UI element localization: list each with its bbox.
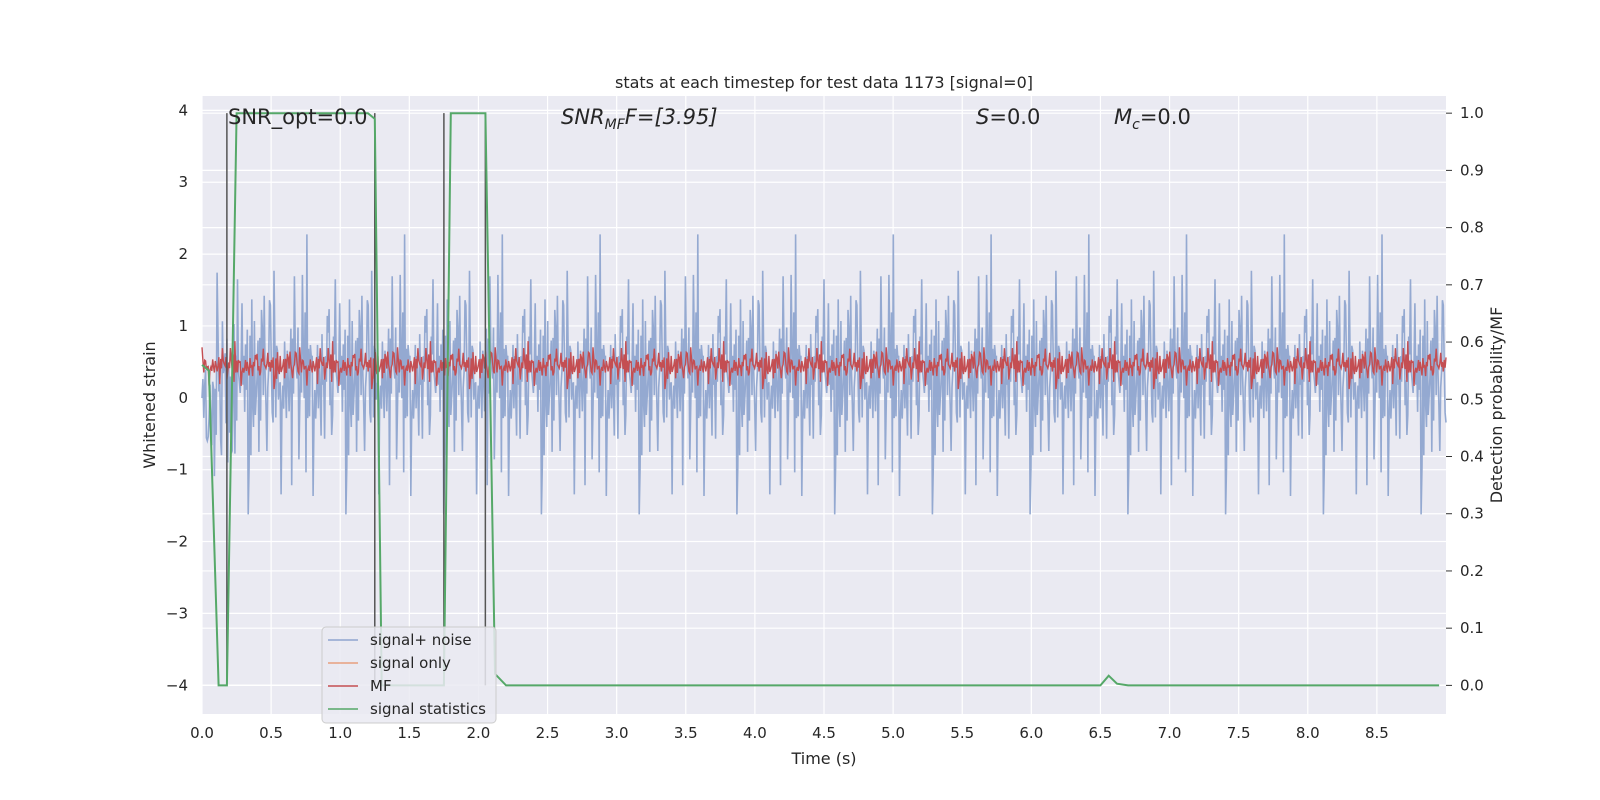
x-tick-label: 5.5: [950, 724, 974, 742]
ticks: 0.0 0.5 1.0 1.5 2.0 2.5 3.0 3.5 4.0 4.5 5.0 5.5 6.0 6…: [166, 101, 1484, 742]
annotation-snr-mf: SNRMFF=[3.95]: [561, 105, 718, 133]
y-tick-label-right: 0.2: [1460, 562, 1484, 580]
x-tick-label: 0.0: [190, 724, 214, 742]
mf-line: [201, 341, 1447, 390]
x-tick-label: 2.5: [536, 724, 560, 742]
x-tick-label: 6.5: [1089, 724, 1113, 742]
legend-label-signal-statistics: signal statistics: [370, 700, 486, 718]
x-tick-label: 7.0: [1158, 724, 1182, 742]
y-tick-label-right: 0.9: [1460, 161, 1484, 179]
x-tick-label: 8.5: [1365, 724, 1389, 742]
x-tick-label: 2.0: [467, 724, 491, 742]
y-tick-label-left: 0: [178, 389, 188, 407]
y-tick-label-right: 0.1: [1460, 619, 1484, 637]
x-axis-label: Time (s): [790, 749, 856, 768]
y-tick-label-left: 3: [178, 173, 188, 191]
annotation-snr-opt: SNR_opt=0.0: [228, 105, 368, 130]
x-tick-label: 7.5: [1227, 724, 1251, 742]
annotation-mc-main: M: [1114, 105, 1132, 129]
annotation-mc-value: =0.0: [1140, 105, 1191, 129]
y-tick-label-right: 0.0: [1460, 676, 1484, 694]
signal-noise-line: [201, 234, 1447, 515]
y-axis-label-left: Whitened strain: [140, 341, 159, 468]
legend: signal+ noise signal only MF signal stat…: [321, 626, 497, 724]
y-tick-label-right: 0.4: [1460, 448, 1484, 466]
y-tick-label-right: 0.3: [1460, 505, 1484, 523]
annotation-s-value: =0.0: [989, 105, 1040, 129]
annotation-snr-mf-value: F=[3.95]: [625, 105, 718, 129]
x-tick-label: 1.5: [397, 724, 421, 742]
x-tick-label: 1.0: [328, 724, 352, 742]
annotation-mc-sub: c: [1132, 117, 1140, 133]
x-tick-label: 6.0: [1019, 724, 1043, 742]
y-tick-label-right: 0.8: [1460, 219, 1484, 237]
signal-statistics-line: [201, 112, 1440, 687]
x-tick-label: 4.5: [812, 724, 836, 742]
vertical-markers: [226, 113, 487, 686]
y-tick-label-left: 2: [178, 245, 188, 263]
legend-label-signal-noise: signal+ noise: [370, 631, 472, 649]
y-tick-label-left: −3: [166, 604, 188, 622]
x-tick-label: 5.0: [881, 724, 905, 742]
y-tick-label-right: 1.0: [1460, 104, 1484, 122]
x-tick-label: 3.0: [605, 724, 629, 742]
y-tick-label-left: 1: [178, 317, 188, 335]
annotation-mc: Mc=0.0: [1114, 105, 1191, 133]
annotation-s-main: S: [976, 105, 989, 129]
y-axis-label-right: Detection probability/MF: [1487, 307, 1506, 504]
y-tick-label-left: −1: [166, 461, 188, 479]
y-tick-label-left: 4: [178, 101, 188, 119]
chart-title: stats at each timestep for test data 117…: [615, 73, 1033, 92]
x-tick-label: 8.0: [1296, 724, 1320, 742]
series-mf: [201, 341, 1447, 390]
legend-box: [321, 626, 497, 724]
y-tick-label-left: −2: [166, 533, 188, 551]
y-tick-label-right: 0.6: [1460, 333, 1484, 351]
legend-label-mf: MF: [370, 677, 392, 695]
legend-label-signal-only: signal only: [370, 654, 451, 672]
y-tick-label-left: −4: [166, 676, 188, 694]
x-tick-label: 0.5: [259, 724, 283, 742]
y-tick-label-right: 0.5: [1460, 390, 1484, 408]
annotation-snr-mf-sub: MF: [605, 117, 626, 133]
annotation-s: S=0.0: [976, 105, 1040, 129]
x-tick-label: 4.0: [743, 724, 767, 742]
annotation-snr-mf-main: SNR: [561, 105, 605, 129]
series-signal-noise: [201, 234, 1447, 515]
y-tick-label-right: 0.7: [1460, 276, 1484, 294]
x-tick-label: 3.5: [674, 724, 698, 742]
series-signal-statistics: [201, 112, 1440, 687]
